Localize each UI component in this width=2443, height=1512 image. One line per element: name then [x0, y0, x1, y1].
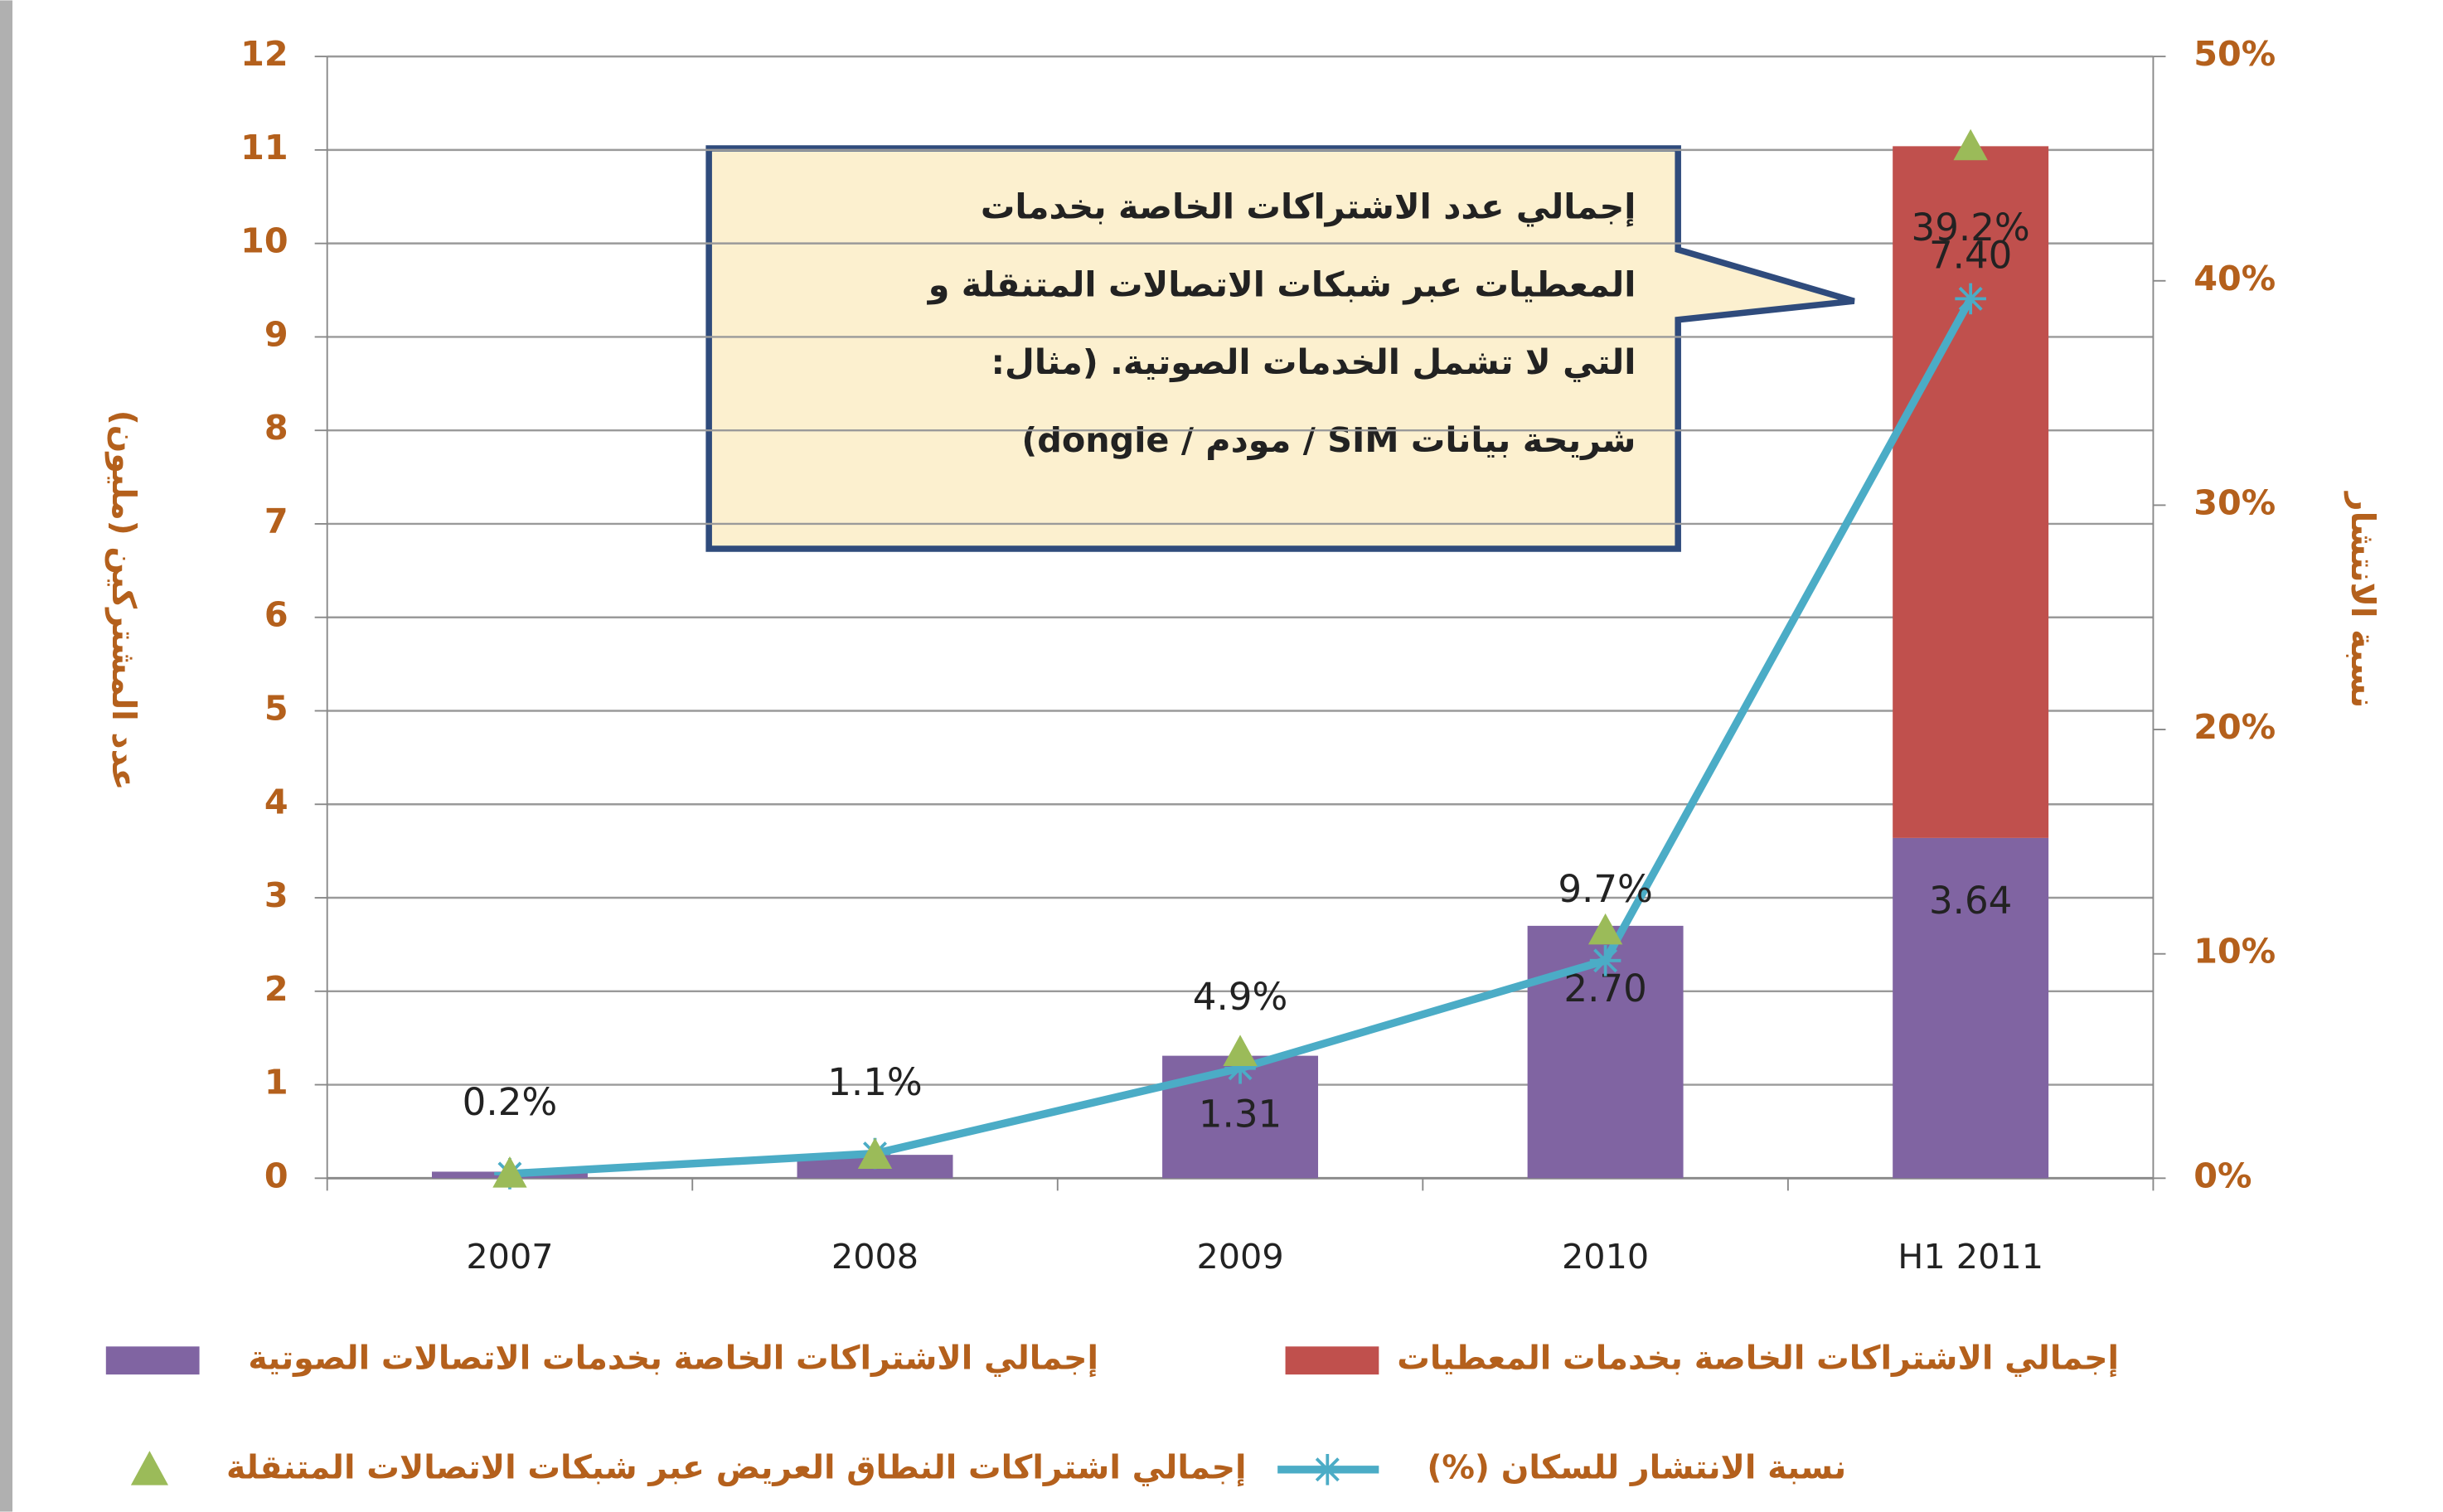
x-tick-label: 2007 — [466, 1237, 553, 1277]
callout: إجمالي عدد الاشتراكات الخاصة بخدمات المعط… — [705, 145, 1855, 552]
marker-stroke — [1958, 286, 1983, 311]
legend-swatch — [130, 1451, 168, 1485]
line-value-label: 4.9% — [1193, 975, 1288, 1019]
y-tick-label: 10 — [240, 221, 288, 261]
legend-label: إجمالي الاشتراكات الخاصة بخدمات المعطيات — [1397, 1340, 2119, 1378]
legend-swatch-marker — [1315, 1457, 1340, 1482]
legend-label: إجمالي الاشتراكات الخاصة بخدمات الاتصالا… — [248, 1340, 1098, 1378]
line-value-label: 1.1% — [827, 1060, 923, 1104]
line-value-label: 9.7% — [1558, 867, 1653, 911]
y2-tick-label: 0% — [2193, 1156, 2252, 1195]
bar-value-label: 1.31 — [1199, 1092, 1282, 1136]
line-value-label: 39.2% — [1912, 206, 2030, 250]
y-tick-label: 0 — [264, 1156, 288, 1195]
callout-text: شريحة بيانات SIM / مودم / dongle) — [1021, 420, 1636, 461]
line-marker — [1955, 283, 1986, 315]
y2-tick-label: 20% — [2193, 707, 2276, 747]
bar — [1893, 146, 2049, 838]
line-value-label: 0.2% — [463, 1080, 558, 1124]
legend-swatch — [105, 1346, 200, 1375]
frame-edge — [0, 0, 13, 1512]
callout-box — [705, 145, 1855, 552]
y2-tick-label: 40% — [2193, 259, 2276, 298]
legend-swatch — [1285, 1346, 1379, 1375]
y-tick-label: 5 — [264, 688, 288, 728]
y-tick-label: 4 — [264, 782, 288, 821]
y-tick-label: 12 — [240, 34, 288, 74]
y2-axis-label: نسبة الانتشار — [2344, 491, 2382, 708]
x-tick-label: H1 2011 — [1898, 1237, 2043, 1277]
triangle-marker — [1587, 913, 1623, 945]
marker-stroke — [1593, 948, 1618, 973]
y-axis-label: عدد المشتركين (مليون) — [104, 410, 143, 791]
y-tick-label: 1 — [264, 1063, 288, 1102]
callout-text: التي لا تشمل الخدمات الصوتية. (مثال: — [991, 342, 1636, 383]
legend-label: نسبة الانتشار للسكان (%) — [1427, 1448, 1846, 1486]
y-tick-label: 2 — [264, 969, 288, 1009]
bar — [1893, 837, 2049, 1179]
callout-text: إجمالي عدد الاشتراكات الخاصة بخدمات — [981, 187, 1636, 227]
triangle-marker — [1953, 128, 1988, 161]
bar-value-label: 3.64 — [1929, 879, 2012, 923]
y2-tick-label: 30% — [2193, 482, 2276, 522]
y2-tick-label: 10% — [2193, 932, 2276, 972]
legend-label: إجمالي اشتراكات النطاق العريض عبر شبكات … — [226, 1448, 1247, 1486]
triangle-marker — [1223, 1035, 1258, 1067]
y-tick-label: 11 — [240, 128, 288, 167]
triangle-marker — [857, 1137, 893, 1170]
x-tick-label: 2009 — [1196, 1237, 1283, 1277]
bar-value-label: 7.40 — [1929, 234, 2012, 278]
y-tick-label: 7 — [264, 502, 288, 541]
line-marker — [1589, 945, 1621, 976]
y-tick-label: 6 — [264, 595, 288, 635]
y-tick-label: 3 — [264, 875, 288, 915]
y-tick-label: 9 — [264, 314, 288, 354]
x-tick-label: 2008 — [831, 1237, 919, 1277]
y2-tick-label: 50% — [2193, 34, 2276, 74]
triangle-marker — [492, 1156, 527, 1188]
x-tick-label: 2010 — [1562, 1237, 1649, 1277]
callout-text: المعطيات عبر شبكات الاتصالات المتنقلة و — [927, 264, 1636, 305]
y-tick-label: 8 — [264, 408, 288, 448]
